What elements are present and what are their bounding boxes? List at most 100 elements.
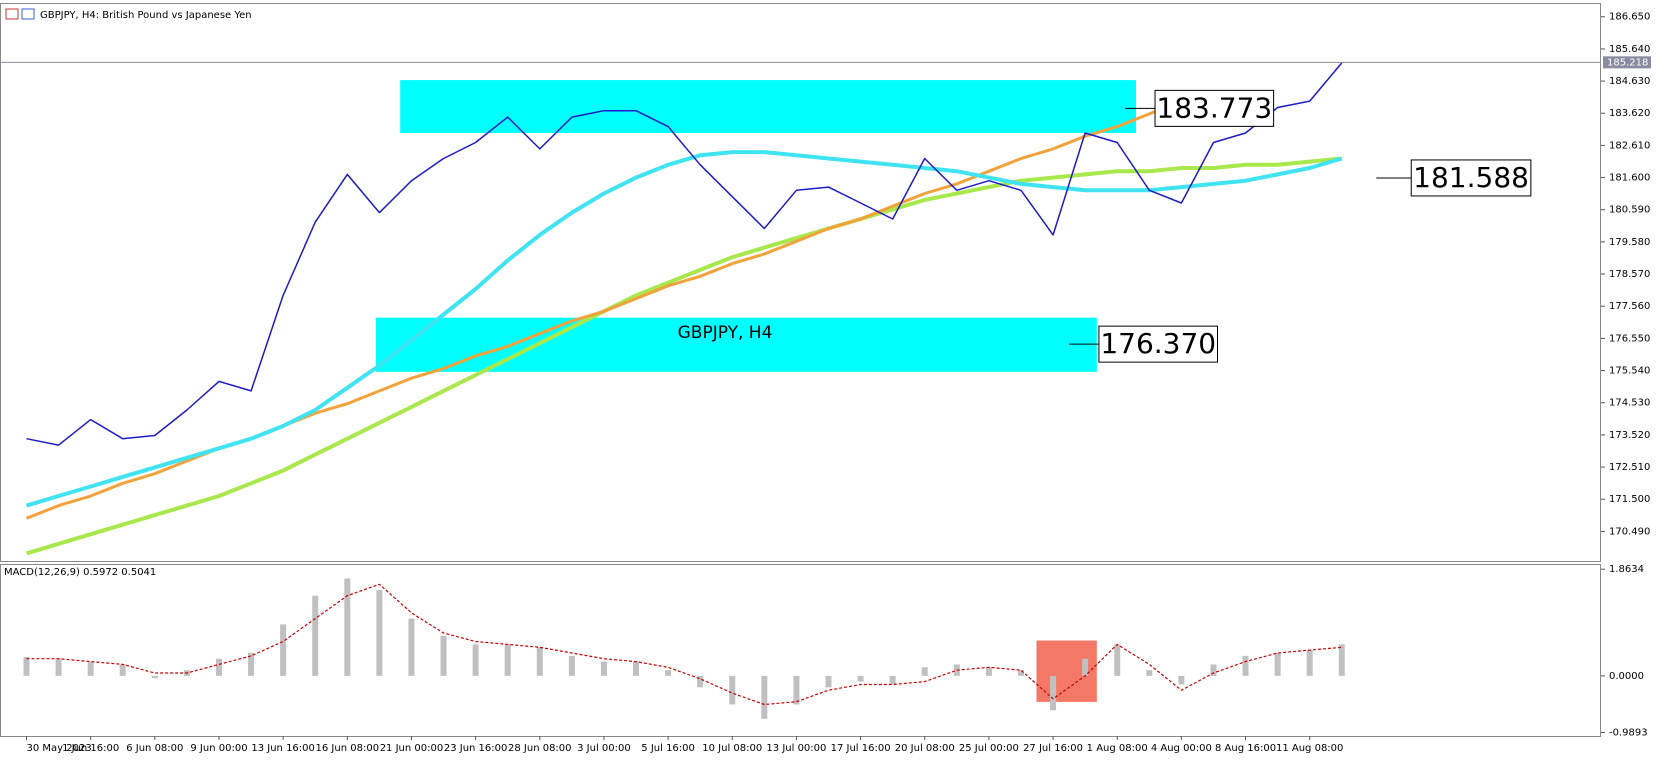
histogram-bar bbox=[889, 675, 896, 685]
y-tick-label: 170.490 bbox=[1609, 526, 1650, 537]
x-tick-label: 21 Jun 00:00 bbox=[380, 743, 444, 754]
y-tick-label: 176.550 bbox=[1609, 333, 1650, 344]
x-tick-label: 11 Aug 08:00 bbox=[1276, 743, 1343, 754]
histogram-bar bbox=[1242, 655, 1249, 676]
histogram-bar bbox=[87, 661, 94, 676]
histogram-bar bbox=[376, 590, 383, 676]
y-tick-label: 1.8634 bbox=[1609, 564, 1644, 575]
annotation-box bbox=[1154, 89, 1275, 127]
histogram-bar bbox=[1082, 658, 1089, 676]
histogram-bar bbox=[408, 618, 415, 676]
histogram-bar bbox=[1274, 652, 1281, 676]
x-tick-label: 17 Jul 16:00 bbox=[831, 743, 891, 754]
y-tick-label: 171.500 bbox=[1609, 494, 1650, 505]
y-tick-label: 174.530 bbox=[1609, 398, 1650, 409]
annotation-label: 183.773 bbox=[1156, 91, 1272, 124]
x-tick-label: 30 May 2023 bbox=[27, 743, 92, 754]
y-tick-label: 182.610 bbox=[1609, 140, 1650, 151]
histogram-bar bbox=[1306, 650, 1313, 676]
chart-title: GBPJPY, H4: British Pound vs Japanese Ye… bbox=[40, 10, 252, 21]
y-tick-label: 172.510 bbox=[1609, 462, 1650, 473]
last-price-box bbox=[1603, 56, 1651, 69]
x-tick-label: 9 Jun 00:00 bbox=[190, 743, 247, 754]
histogram-bar bbox=[1338, 644, 1345, 676]
x-tick-label: 1 Aug 08:00 bbox=[1087, 743, 1148, 754]
x-tick-label: 16 Jun 08:00 bbox=[316, 743, 380, 754]
x-tick-label: 27 Jul 16:00 bbox=[1023, 743, 1083, 754]
histogram-bar bbox=[1114, 644, 1121, 676]
histogram-bar bbox=[1210, 664, 1217, 676]
line-series bbox=[26, 62, 1343, 446]
line-series bbox=[25, 156, 1342, 556]
y-tick-label: 183.620 bbox=[1609, 108, 1650, 119]
histogram-bar bbox=[472, 644, 479, 676]
histogram-bar bbox=[344, 578, 351, 676]
line-series bbox=[26, 583, 1342, 706]
x-tick-label: 5 Jul 16:00 bbox=[641, 743, 695, 754]
histogram-bar bbox=[215, 658, 222, 676]
histogram-bar bbox=[665, 670, 672, 676]
histogram-bar bbox=[793, 675, 800, 705]
histogram-bar bbox=[1017, 670, 1024, 676]
histogram-bar bbox=[1146, 670, 1153, 676]
histogram-bar bbox=[536, 647, 543, 676]
histogram-bar bbox=[504, 644, 511, 676]
histogram-bar bbox=[151, 675, 158, 679]
histogram-bar bbox=[55, 658, 62, 676]
histogram-bar bbox=[825, 675, 832, 688]
macd-frame bbox=[0, 564, 1601, 737]
y-tick-label: 177.560 bbox=[1609, 301, 1650, 312]
y-tick-label: 185.640 bbox=[1609, 44, 1650, 55]
histogram-bar bbox=[761, 675, 768, 719]
y-tick-label: 184.630 bbox=[1609, 76, 1650, 87]
symbol-icon bbox=[5, 8, 35, 20]
histogram-bar bbox=[440, 635, 447, 676]
y-tick-label: 179.580 bbox=[1609, 237, 1650, 248]
histogram-bar bbox=[23, 656, 30, 676]
y-tick-label: -0.9893 bbox=[1609, 728, 1648, 739]
line-series bbox=[25, 150, 1343, 508]
main-frame bbox=[0, 3, 1601, 562]
x-tick-label: 13 Jul 00:00 bbox=[766, 743, 826, 754]
y-tick-label: 186.650 bbox=[1609, 12, 1650, 23]
y-tick-label: 180.590 bbox=[1609, 205, 1650, 216]
histogram-bar bbox=[633, 661, 640, 676]
histogram-bar bbox=[1178, 675, 1185, 685]
histogram-bar bbox=[1050, 675, 1057, 711]
y-tick-label: 181.600 bbox=[1609, 173, 1650, 184]
histogram-bar bbox=[921, 667, 928, 676]
annotation-label: 181.588 bbox=[1413, 161, 1529, 194]
histogram-bar bbox=[119, 664, 126, 676]
annotation-label: 176.370 bbox=[1100, 327, 1216, 360]
histogram-bar bbox=[729, 675, 736, 705]
histogram-bar bbox=[600, 661, 607, 676]
x-tick-label: 6 Jun 08:00 bbox=[126, 743, 183, 754]
x-tick-label: 25 Jul 00:00 bbox=[959, 743, 1019, 754]
x-tick-label: 10 Jul 08:00 bbox=[702, 743, 762, 754]
x-tick-label: 8 Aug 16:00 bbox=[1215, 743, 1276, 754]
y-tick-label: 0.0000 bbox=[1609, 671, 1644, 682]
histogram-bar bbox=[280, 624, 287, 676]
annotation-box bbox=[1410, 159, 1532, 197]
watermark: GBPJPY, H4 bbox=[678, 323, 773, 343]
histogram-bar bbox=[248, 652, 255, 676]
macd-title: MACD(12,26,9) 0.5972 0.5041 bbox=[4, 567, 156, 578]
x-tick-label: 13 Jun 16:00 bbox=[251, 743, 315, 754]
y-tick-label: 175.540 bbox=[1609, 366, 1650, 377]
x-tick-label: 1 Jun 16:00 bbox=[62, 743, 119, 754]
x-tick-label: 3 Jul 00:00 bbox=[577, 743, 631, 754]
annotation-box bbox=[1098, 325, 1219, 363]
x-tick-label: 4 Aug 00:00 bbox=[1151, 743, 1212, 754]
histogram-bar bbox=[985, 667, 992, 676]
y-tick-label: 178.570 bbox=[1609, 269, 1650, 280]
histogram-bar bbox=[312, 595, 319, 676]
histogram-bar bbox=[568, 655, 575, 676]
y-tick-label: 173.520 bbox=[1609, 430, 1650, 441]
zone bbox=[400, 80, 1136, 133]
x-tick-label: 20 Jul 08:00 bbox=[895, 743, 955, 754]
histogram-bar bbox=[697, 675, 704, 688]
x-tick-label: 28 Jun 08:00 bbox=[508, 743, 572, 754]
x-tick-label: 23 Jun 16:00 bbox=[444, 743, 508, 754]
histogram-bar bbox=[857, 675, 864, 682]
